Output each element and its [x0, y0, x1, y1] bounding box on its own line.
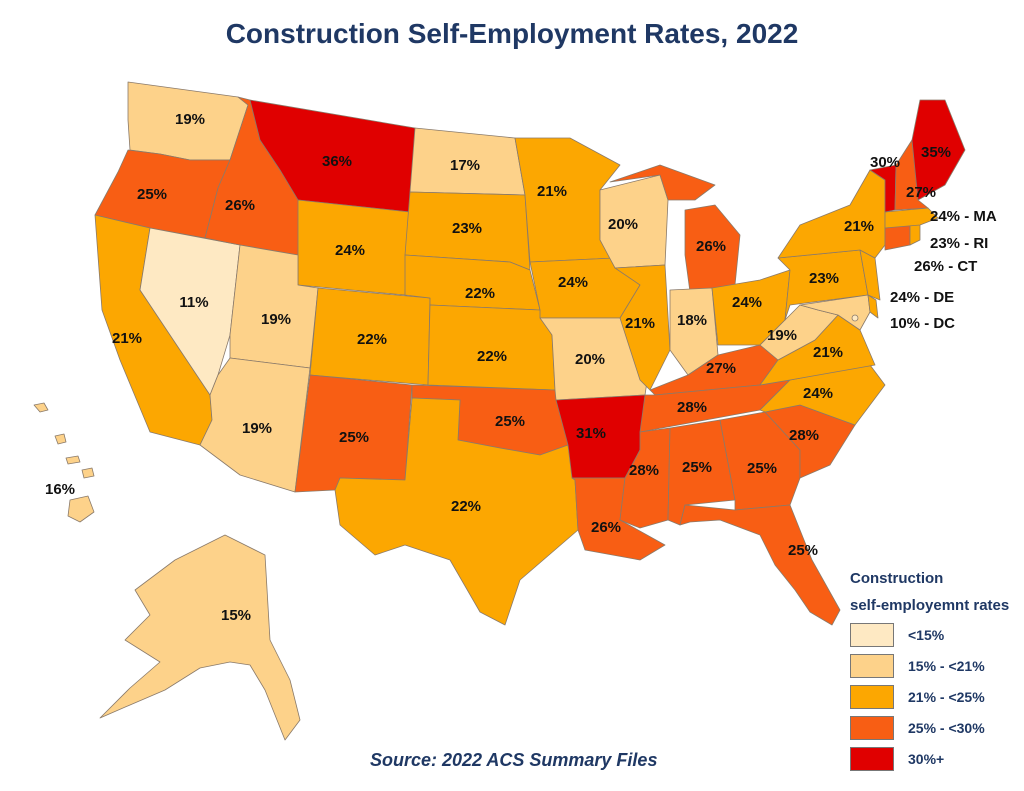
legend-label: <15%	[908, 626, 945, 643]
label-nv: 11%	[179, 294, 208, 311]
label-la: 26%	[591, 519, 621, 536]
label-hi: 16%	[45, 481, 75, 498]
label-or: 25%	[137, 186, 167, 203]
labels-layer: 19% 25% 21% 11% 26% 36% 24% 19% 19% 22% …	[45, 111, 997, 624]
label-nm: 25%	[339, 429, 369, 446]
label-az: 19%	[242, 420, 272, 437]
label-ne: 22%	[465, 285, 495, 302]
label-mt: 36%	[322, 153, 352, 170]
label-ut: 19%	[261, 311, 291, 328]
legend-swatch	[850, 653, 894, 678]
legend-label: 30%+	[908, 750, 945, 767]
state-az[interactable]	[199, 357, 311, 493]
label-ks: 22%	[477, 348, 507, 365]
legend-label: 15% - <21%	[908, 657, 985, 674]
state-vt[interactable]	[869, 164, 897, 213]
map-title: Construction Self-Employment Rates, 2022	[225, 18, 799, 49]
label-ak: 15%	[221, 607, 251, 624]
label-mi: 26%	[696, 238, 726, 255]
label-wv: 19%	[767, 327, 797, 344]
legend-label: 21% - <25%	[908, 688, 985, 705]
hawaii-island[interactable]	[81, 467, 95, 479]
label-ri: 23% - RI	[930, 235, 988, 252]
label-ar: 31%	[576, 425, 606, 442]
state-me[interactable]	[911, 99, 966, 201]
state-dc[interactable]	[851, 314, 859, 322]
state-nh[interactable]	[894, 139, 929, 211]
label-sd: 23%	[452, 220, 482, 237]
legend-item: 21% - <25%	[850, 681, 1020, 712]
state-ny[interactable]	[777, 169, 886, 259]
label-ms: 28%	[629, 462, 659, 479]
legend-title-line1: Construction	[850, 570, 944, 587]
legend-swatch	[850, 622, 894, 647]
label-mo: 20%	[575, 351, 605, 368]
legend-swatch	[850, 715, 894, 740]
state-il[interactable]	[614, 264, 671, 391]
label-pa: 23%	[809, 270, 839, 287]
label-tn: 28%	[677, 399, 707, 416]
label-dc: 10% - DC	[890, 315, 955, 332]
label-wi: 20%	[608, 216, 638, 233]
label-al: 25%	[682, 459, 712, 476]
label-sc: 28%	[789, 427, 819, 444]
state-ak[interactable]	[99, 534, 301, 741]
label-il: 21%	[625, 315, 655, 332]
hawaii-island[interactable]	[67, 495, 95, 523]
label-ny: 21%	[844, 218, 874, 235]
label-wa: 19%	[175, 111, 205, 128]
label-vt: 30%	[870, 154, 900, 171]
label-ct: 26% - CT	[914, 258, 977, 275]
label-nh: 27%	[906, 184, 936, 201]
label-oh: 24%	[732, 294, 762, 311]
label-in: 18%	[677, 312, 707, 329]
legend: Construction self-employemnt rates <15% …	[850, 565, 1020, 774]
label-ok: 25%	[495, 413, 525, 430]
label-wy: 24%	[335, 242, 365, 259]
label-fl: 25%	[788, 542, 818, 559]
label-nd: 17%	[450, 157, 480, 174]
legend-label: 25% - <30%	[908, 719, 985, 736]
legend-item: <15%	[850, 619, 1020, 650]
state-tx[interactable]	[334, 397, 579, 626]
label-va: 21%	[813, 344, 843, 361]
label-ga: 25%	[747, 460, 777, 477]
state-hi[interactable]	[33, 402, 95, 523]
state-fl[interactable]	[679, 504, 841, 626]
label-mn: 21%	[537, 183, 567, 200]
label-ca: 21%	[112, 330, 142, 347]
legend-swatch	[850, 684, 894, 709]
state-ri[interactable]	[909, 224, 921, 246]
label-nc: 24%	[803, 385, 833, 402]
hawaii-island[interactable]	[54, 433, 67, 445]
label-tx: 22%	[451, 498, 481, 515]
states-layer	[33, 81, 966, 741]
label-ky: 27%	[706, 360, 736, 377]
label-id: 26%	[225, 197, 255, 214]
hawaii-island[interactable]	[65, 455, 81, 465]
label-de: 24% - DE	[890, 289, 954, 306]
label-co: 22%	[357, 331, 387, 348]
label-me: 35%	[921, 144, 951, 161]
state-de[interactable]	[867, 294, 879, 319]
legend-item: 25% - <30%	[850, 712, 1020, 743]
legend-swatch	[850, 746, 894, 771]
label-ma: 24% - MA	[930, 208, 997, 225]
state-ct[interactable]	[884, 224, 911, 251]
source-note: Source: 2022 ACS Summary Files	[370, 750, 658, 770]
hawaii-island[interactable]	[33, 402, 49, 413]
legend-item: 30%+	[850, 743, 1020, 774]
legend-title-line2: self-employemnt rates	[850, 597, 1010, 614]
label-ia: 24%	[558, 274, 588, 291]
legend-item: 15% - <21%	[850, 650, 1020, 681]
